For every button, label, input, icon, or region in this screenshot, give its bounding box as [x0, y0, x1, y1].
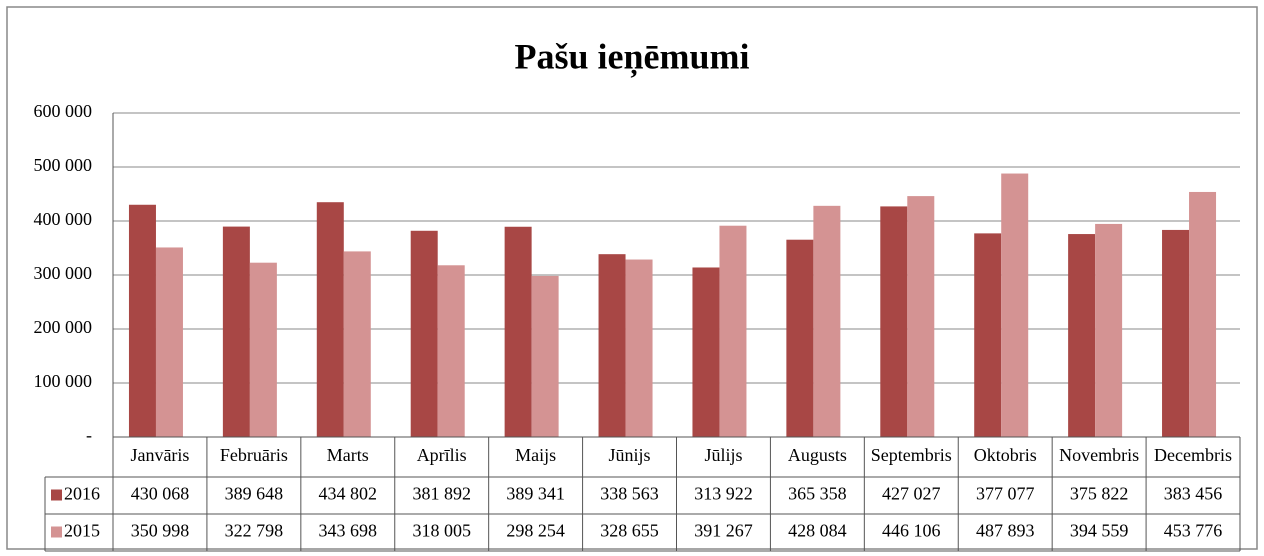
bar [880, 206, 908, 437]
table-value: 322 798 [225, 521, 284, 541]
bar [1162, 229, 1190, 437]
table-value: 381 892 [412, 484, 471, 504]
x-tick-label: Februāris [220, 445, 288, 465]
x-tick-label: Novembris [1059, 445, 1139, 465]
bar [504, 226, 532, 437]
table-value: 343 698 [319, 521, 378, 541]
y-tick-label: 600 000 [34, 101, 93, 121]
table-value: 338 563 [600, 484, 659, 504]
bar [907, 196, 935, 437]
y-tick-label: - [86, 425, 92, 445]
bar [410, 230, 438, 437]
y-tick-label: 400 000 [34, 209, 93, 229]
table-value: 298 254 [506, 521, 565, 541]
bar [128, 204, 156, 437]
table-value: 487 893 [976, 521, 1035, 541]
x-tick-label: Aprīlis [417, 445, 467, 465]
bar [316, 202, 344, 437]
y-tick-label: 200 000 [34, 317, 93, 337]
x-tick-label: Septembris [871, 445, 952, 465]
legend-swatch [51, 489, 62, 501]
bar [249, 262, 277, 437]
table-value: 328 655 [600, 521, 659, 541]
x-tick-label: Oktobris [974, 445, 1037, 465]
x-tick-label: Decembris [1154, 445, 1232, 465]
table-value: 377 077 [976, 484, 1035, 504]
bar [1095, 223, 1123, 437]
table-value: 365 358 [788, 484, 847, 504]
bar [625, 259, 653, 437]
bar [1001, 173, 1029, 437]
bar [222, 226, 250, 437]
legend-label: 2015 [64, 521, 100, 541]
bar [155, 247, 183, 437]
table-value: 389 648 [225, 484, 284, 504]
bar [1068, 234, 1096, 437]
legend-swatch [51, 526, 62, 538]
bar [692, 267, 720, 437]
bar [813, 205, 841, 437]
chart-title: Pašu ieņēmumi [514, 36, 749, 78]
y-tick-label: 100 000 [34, 371, 93, 391]
x-tick-label: Jūnijs [609, 445, 651, 465]
table-value: 350 998 [131, 521, 190, 541]
bar [719, 225, 747, 437]
table-value: 383 456 [1164, 484, 1223, 504]
y-tick-label: 500 000 [34, 155, 93, 175]
table-value: 430 068 [131, 484, 190, 504]
table-value: 313 922 [694, 484, 753, 504]
bar [974, 233, 1002, 437]
table-value: 389 341 [506, 484, 565, 504]
x-tick-label: Jūlijs [704, 445, 742, 465]
x-tick-label: Marts [327, 445, 369, 465]
table-value: 391 267 [694, 521, 753, 541]
y-tick-label: 300 000 [34, 263, 93, 283]
x-tick-label: Maijs [515, 445, 556, 465]
x-tick-label: Janvāris [130, 445, 189, 465]
table-value: 428 084 [788, 521, 847, 541]
bar [1189, 191, 1217, 437]
bar [786, 239, 814, 437]
bar [598, 254, 626, 437]
table-value: 446 106 [882, 521, 941, 541]
table-value: 453 776 [1164, 521, 1223, 541]
table-value: 375 822 [1070, 484, 1129, 504]
table-value: 434 802 [319, 484, 378, 504]
table-value: 427 027 [882, 484, 941, 504]
x-tick-label: Augusts [788, 445, 847, 465]
bar [437, 265, 465, 437]
table-value: 318 005 [412, 521, 471, 541]
legend-label: 2016 [64, 484, 100, 504]
bar [343, 251, 371, 437]
table-value: 394 559 [1070, 521, 1129, 541]
bar [531, 275, 559, 437]
